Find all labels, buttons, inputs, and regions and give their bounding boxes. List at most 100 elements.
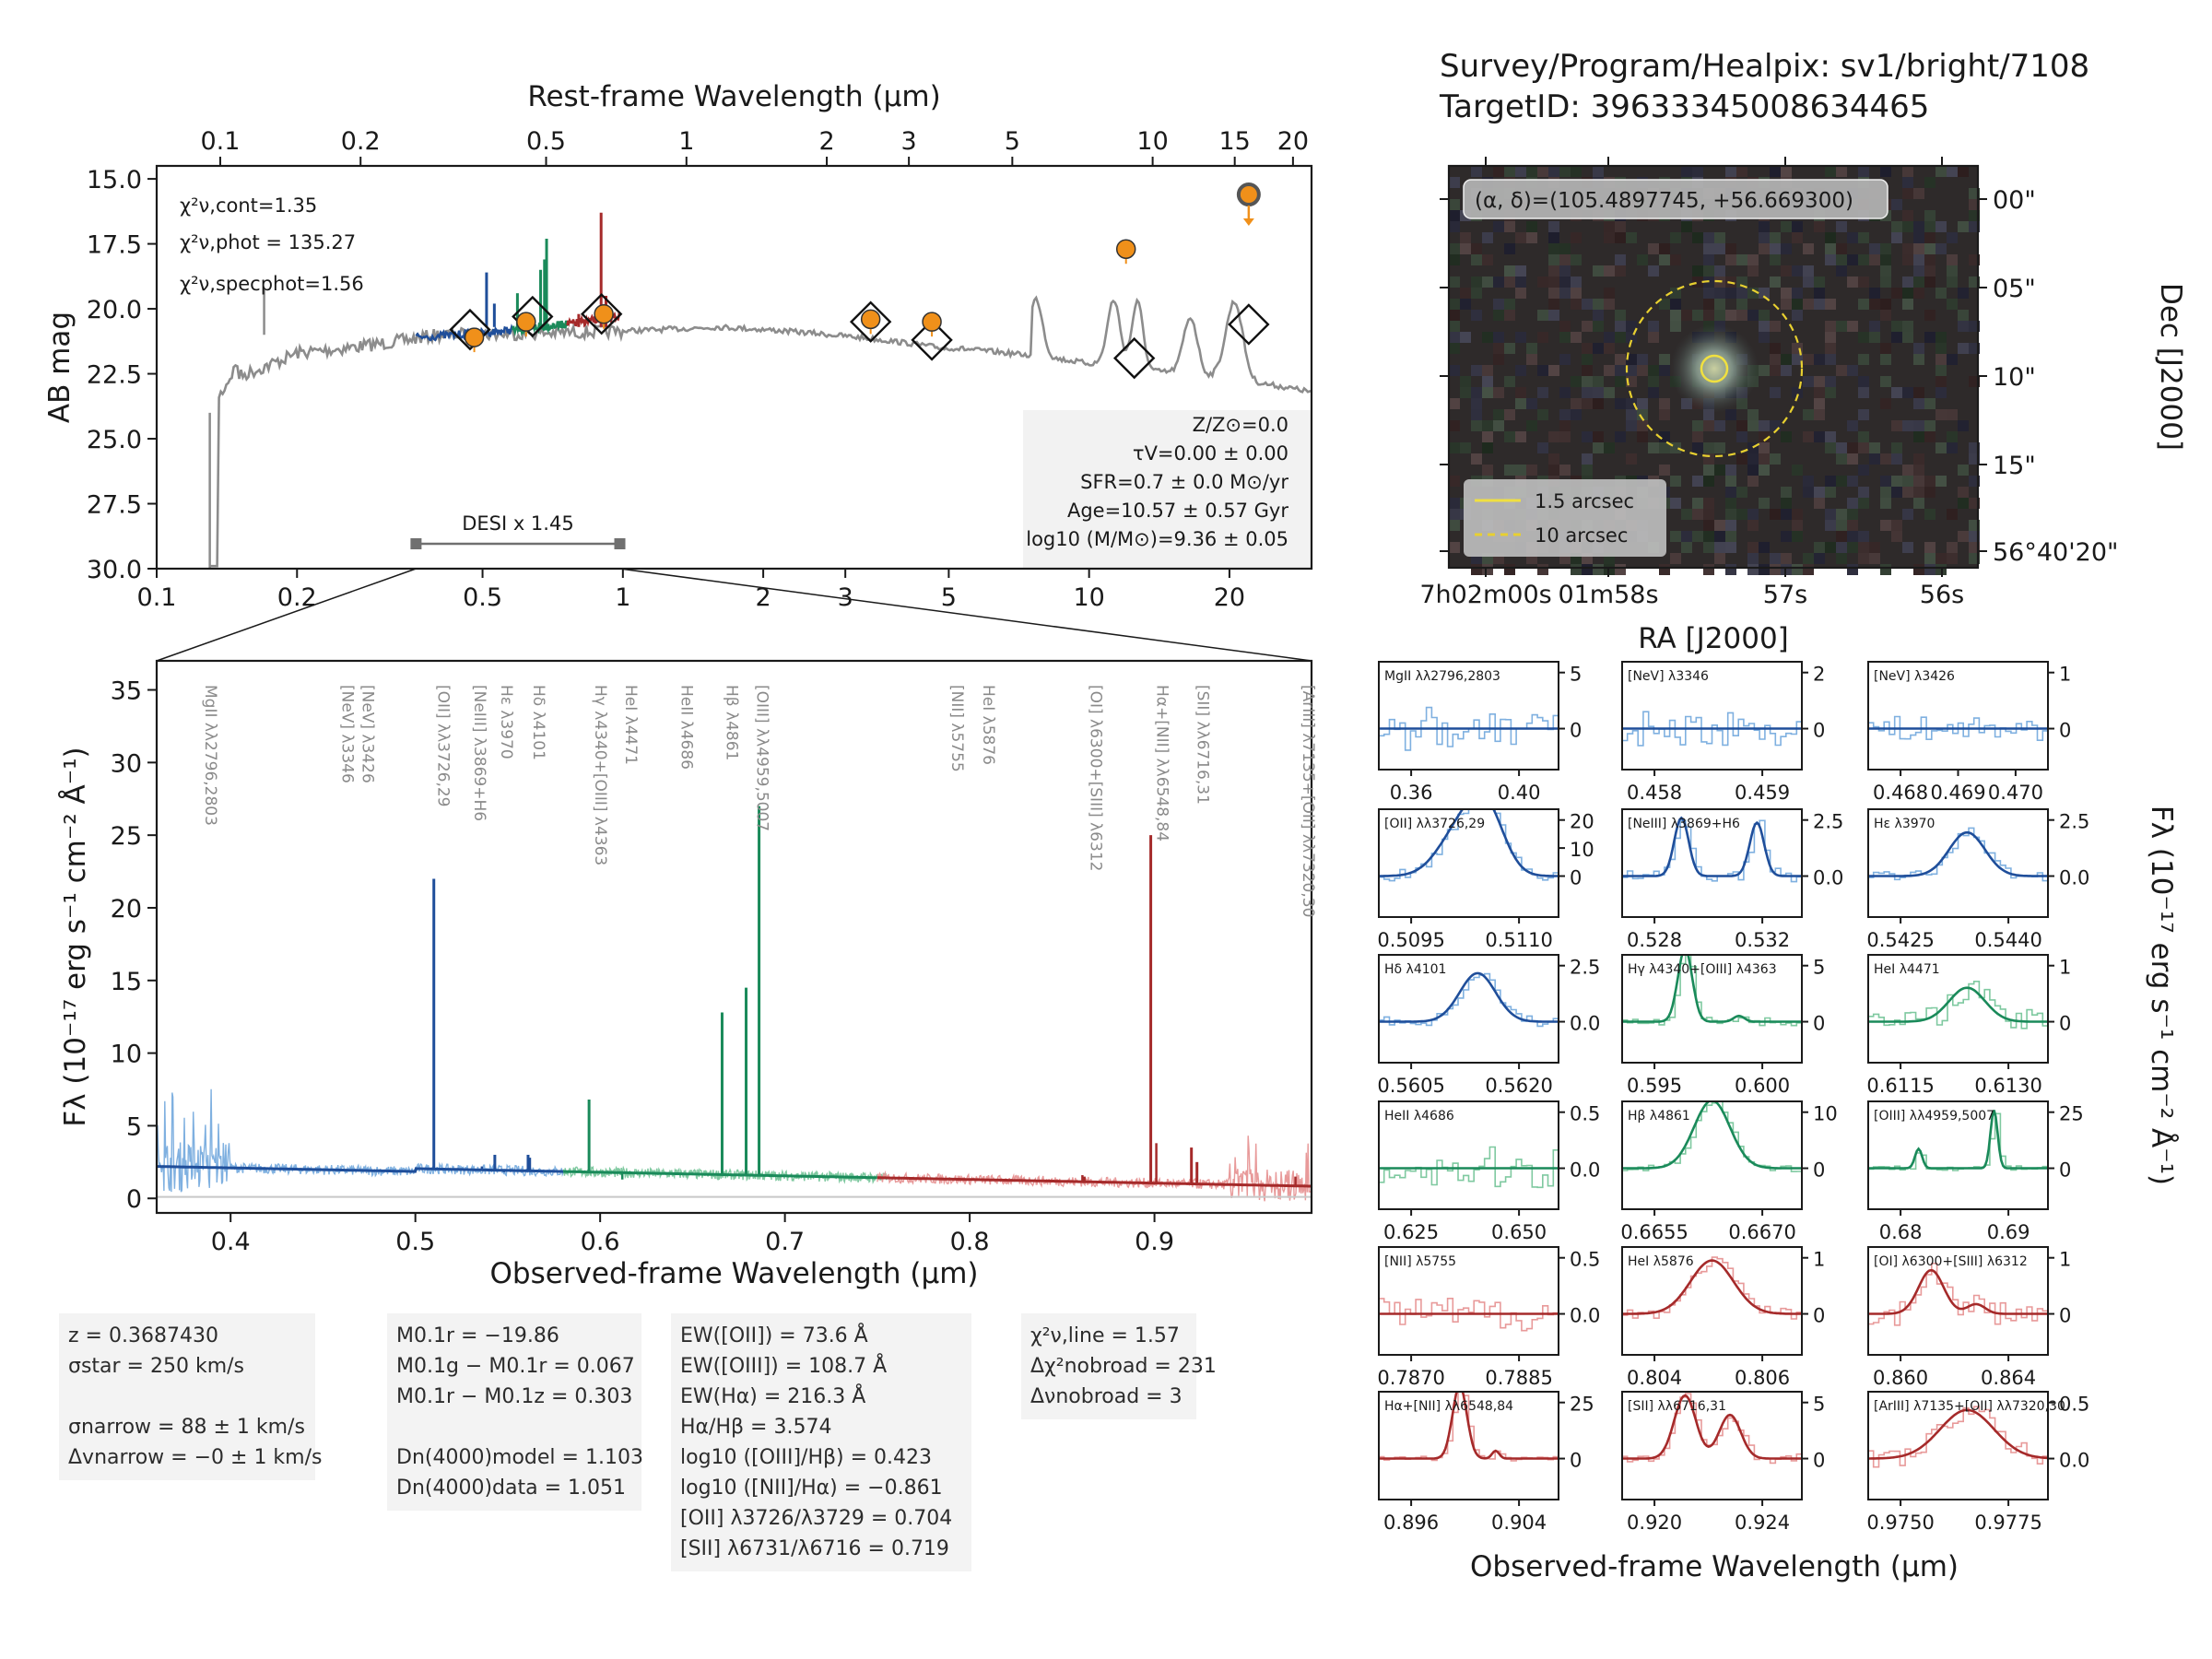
cutout-noise-pixel: [1648, 376, 1659, 387]
line-panel-x-tick-label: 0.595: [1627, 1075, 1682, 1097]
sed-bottom-tick-label: 2: [756, 583, 771, 612]
line-panel-x-tick-label: 0.650: [1491, 1221, 1547, 1243]
cutout-noise-pixel: [1825, 376, 1836, 387]
cutout-noise-pixel: [1814, 542, 1825, 553]
cutout-noise-pixel: [1781, 243, 1792, 254]
sed-photometry-point: [516, 312, 536, 332]
line-panel-y-tick-label: 10: [1570, 839, 1594, 861]
cutout-noise-pixel: [1493, 332, 1504, 343]
cutout-noise-pixel: [1515, 398, 1526, 409]
cutout-noise-pixel: [1759, 365, 1770, 376]
line-panel-x-tick-label: 0.69: [1987, 1221, 2030, 1243]
cutout-noise-pixel: [1759, 498, 1770, 509]
line-panel-model: [1622, 1394, 1802, 1460]
sed-param-4: log10 (M/M⊙)=9.36 ± 0.05: [1026, 528, 1288, 550]
spectrum-line-label: [OII] λλ3726,29: [434, 685, 453, 807]
line-panel-label: [OII] λλ3726,29: [1384, 817, 1485, 831]
cutout-noise-pixel: [1858, 431, 1869, 442]
cutout-noise-pixel: [1626, 409, 1637, 420]
cutout-noise-pixel: [1548, 310, 1559, 321]
sed-param-1: τV=0.00 ± 0.00: [1133, 442, 1288, 465]
cutout-noise-pixel: [1449, 243, 1460, 254]
line-panel: MgII λλ2796,2803 0.36 0.40 0 5: [1378, 661, 1582, 804]
cutout-noise-pixel: [1858, 487, 1869, 498]
cutout-noise-pixel: [1958, 498, 1969, 509]
cutout-noise-pixel: [1593, 299, 1604, 310]
cutout-noise-pixel: [1814, 487, 1825, 498]
sed-param-2: SFR=0.7 ± 0.0 M⊙/yr: [1080, 471, 1288, 493]
cutout-noise-pixel: [1526, 221, 1537, 232]
line-panel-model: [1379, 809, 1559, 877]
spectrum-x-tick-label: 0.7: [765, 1228, 805, 1256]
line-panel-y-tick-label: 0.0: [1570, 1013, 1600, 1035]
cutout-noise-pixel: [1747, 409, 1759, 420]
cutout-noise-pixel: [1615, 365, 1626, 376]
cutout-noise-pixel: [1548, 221, 1559, 232]
spectrum-y-tick-label: 5: [126, 1112, 142, 1141]
spectrum-axes-frame: [155, 659, 1313, 1215]
cutout-noise-pixel: [1659, 465, 1670, 476]
cutout-noise-pixel: [1836, 520, 1847, 531]
cutout-noise-pixel: [1471, 420, 1482, 431]
aperture-large-circle: [1625, 279, 1804, 458]
cutout-noise-pixel: [1936, 442, 1947, 453]
cutout-noise-pixel: [1504, 243, 1515, 254]
cutout-noise-pixel: [1858, 166, 1869, 177]
cutout-noise-pixel: [1913, 487, 1924, 498]
line-panel-y-tick-label: 1: [1813, 1249, 1825, 1271]
cutout-noise-pixel: [1703, 310, 1714, 321]
cutout-noise-pixel: [1947, 409, 1958, 420]
spectrum-y-tick-label: 25: [111, 822, 142, 851]
cutout-noise-pixel: [1559, 354, 1571, 365]
cutout-noise-pixel: [1803, 564, 1814, 575]
line-panel-plot: [1868, 981, 2048, 1030]
line-panel: Hγ λ4340+[OIII] λ4363 0.595 0.600 0 5: [1621, 954, 1825, 1097]
cutout-noise-pixel: [1582, 343, 1593, 354]
cutout-frame: [1447, 164, 1980, 570]
line-panel-plot: [1868, 1110, 2048, 1171]
dec-tick-label: 10": [1993, 363, 2036, 392]
line-panel-y-tick-label: 0.5: [2059, 1394, 2089, 1416]
cutout-noise-pixel: [1692, 531, 1703, 542]
cutout-noise-pixel: [1559, 409, 1571, 420]
cutout-noise-pixel: [1482, 365, 1493, 376]
cutout-noise-pixel: [1792, 387, 1803, 398]
ra-tick-label: 7h02m00s: [1419, 581, 1551, 609]
spectrum-x-axis-label: Observed-frame Wavelength (μm): [490, 1257, 979, 1290]
cutout-noise-pixel: [1637, 431, 1648, 442]
line-panel-x-tick-label: 0.5425: [1866, 929, 1934, 951]
cutout-noise-pixel: [1626, 398, 1637, 409]
cutout-noise-pixel: [1703, 465, 1714, 476]
cutout-noise-pixel: [1747, 520, 1759, 531]
cutout-noise-pixel: [1582, 376, 1593, 387]
line-panel-label: [NII] λ5755: [1384, 1254, 1456, 1269]
spectrum-y-tick-label: 10: [111, 1041, 142, 1069]
cutout-noise-pixel: [1913, 476, 1924, 487]
cutout-noise-pixel: [1891, 442, 1902, 453]
line-panel-model: [1868, 830, 2048, 877]
cutout-noise-pixel: [1504, 299, 1515, 310]
line-panel-y-tick-label: 0: [1813, 1159, 1825, 1182]
cutout-noise-pixel: [1836, 453, 1847, 465]
cutout-noise-pixel: [1847, 254, 1858, 265]
spectrum-x-tick-label: 0.9: [1135, 1228, 1174, 1256]
cutout-noise-pixel: [1471, 166, 1482, 177]
line-panel-model: [1868, 986, 2048, 1023]
cutout-noise-pixel: [1781, 354, 1792, 365]
line-panel-plot: [1868, 1263, 2048, 1326]
cutout-noise-pixel: [1958, 221, 1969, 232]
cutout-noise-pixel: [1582, 453, 1593, 465]
cutout-noise-pixel: [1747, 265, 1759, 276]
cutout-noise-pixel: [1803, 431, 1814, 442]
oiii-hb-line: log10 ([OIII]/Hβ) = 0.423: [680, 1446, 933, 1469]
cutout-noise-pixel: [1559, 431, 1571, 442]
cutout-noise-pixel: [1593, 376, 1604, 387]
cutout-noise-pixel: [1803, 299, 1814, 310]
line-panel-x-tick-label: 0.6655: [1620, 1221, 1688, 1243]
cutout-noise-pixel: [1836, 442, 1847, 453]
cutout-noise-pixel: [1947, 509, 1958, 520]
line-panel-x-tick-label: 0.468: [1873, 782, 1928, 804]
cutout-noise-pixel: [1648, 332, 1659, 343]
line-panel-y-tick-label: 25: [2059, 1103, 2084, 1125]
spectrum-line-label: Hε λ3970: [497, 685, 515, 759]
